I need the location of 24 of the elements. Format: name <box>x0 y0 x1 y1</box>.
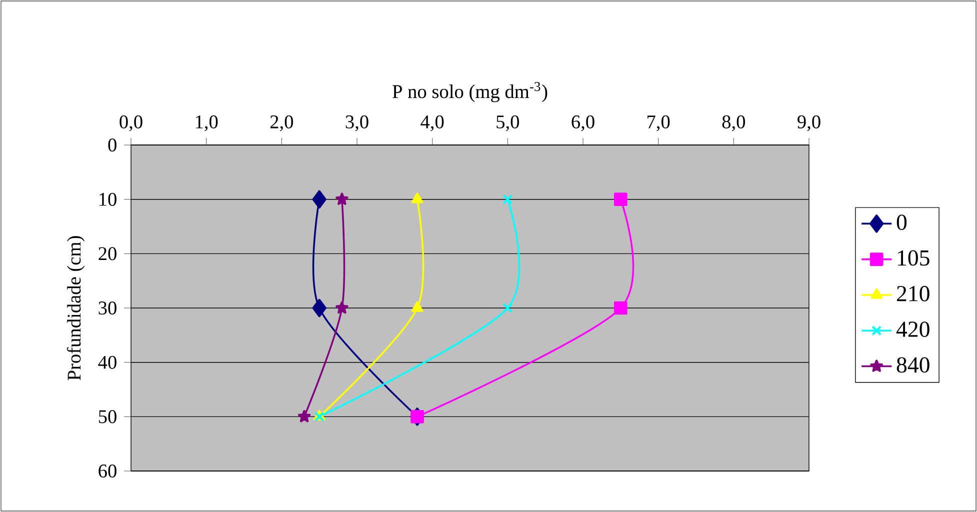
legend-label: 210 <box>896 286 930 302</box>
x-tick-label: 8,0 <box>722 115 746 132</box>
x-tick-label: 7,0 <box>648 115 670 132</box>
x-tick-label: 2,0 <box>270 115 294 132</box>
legend-label: 840 <box>896 357 930 373</box>
legend-label: 0 <box>896 214 907 230</box>
y-tick-label: 50 <box>98 410 116 424</box>
y-tick-label: 40 <box>98 356 116 369</box>
y-tick-label: 10 <box>100 192 116 206</box>
x-tick-label: 1,0 <box>196 115 218 132</box>
x-tick-label: 0,0 <box>120 115 142 132</box>
legend-label: 105 <box>898 250 930 266</box>
x-tick-label: 3,0 <box>346 115 368 132</box>
x-tick-label: 5,0 <box>496 115 520 132</box>
x-tick-label: 9,0 <box>798 115 820 132</box>
x-axis-title: P no solo (mg dm$^{-3}$) <box>392 82 548 102</box>
x-tick-label: 6,0 <box>572 115 594 132</box>
y-tick-label: 0 <box>108 138 116 152</box>
legend-label: 420 <box>896 322 930 338</box>
y-tick-label: 30 <box>98 302 116 315</box>
y-tick-label: 60 <box>98 464 116 478</box>
y-axis-title: Profundidade (cm) <box>66 236 85 380</box>
y-tick-label: 20 <box>98 247 116 260</box>
x-tick-label: 4,0 <box>420 115 444 132</box>
